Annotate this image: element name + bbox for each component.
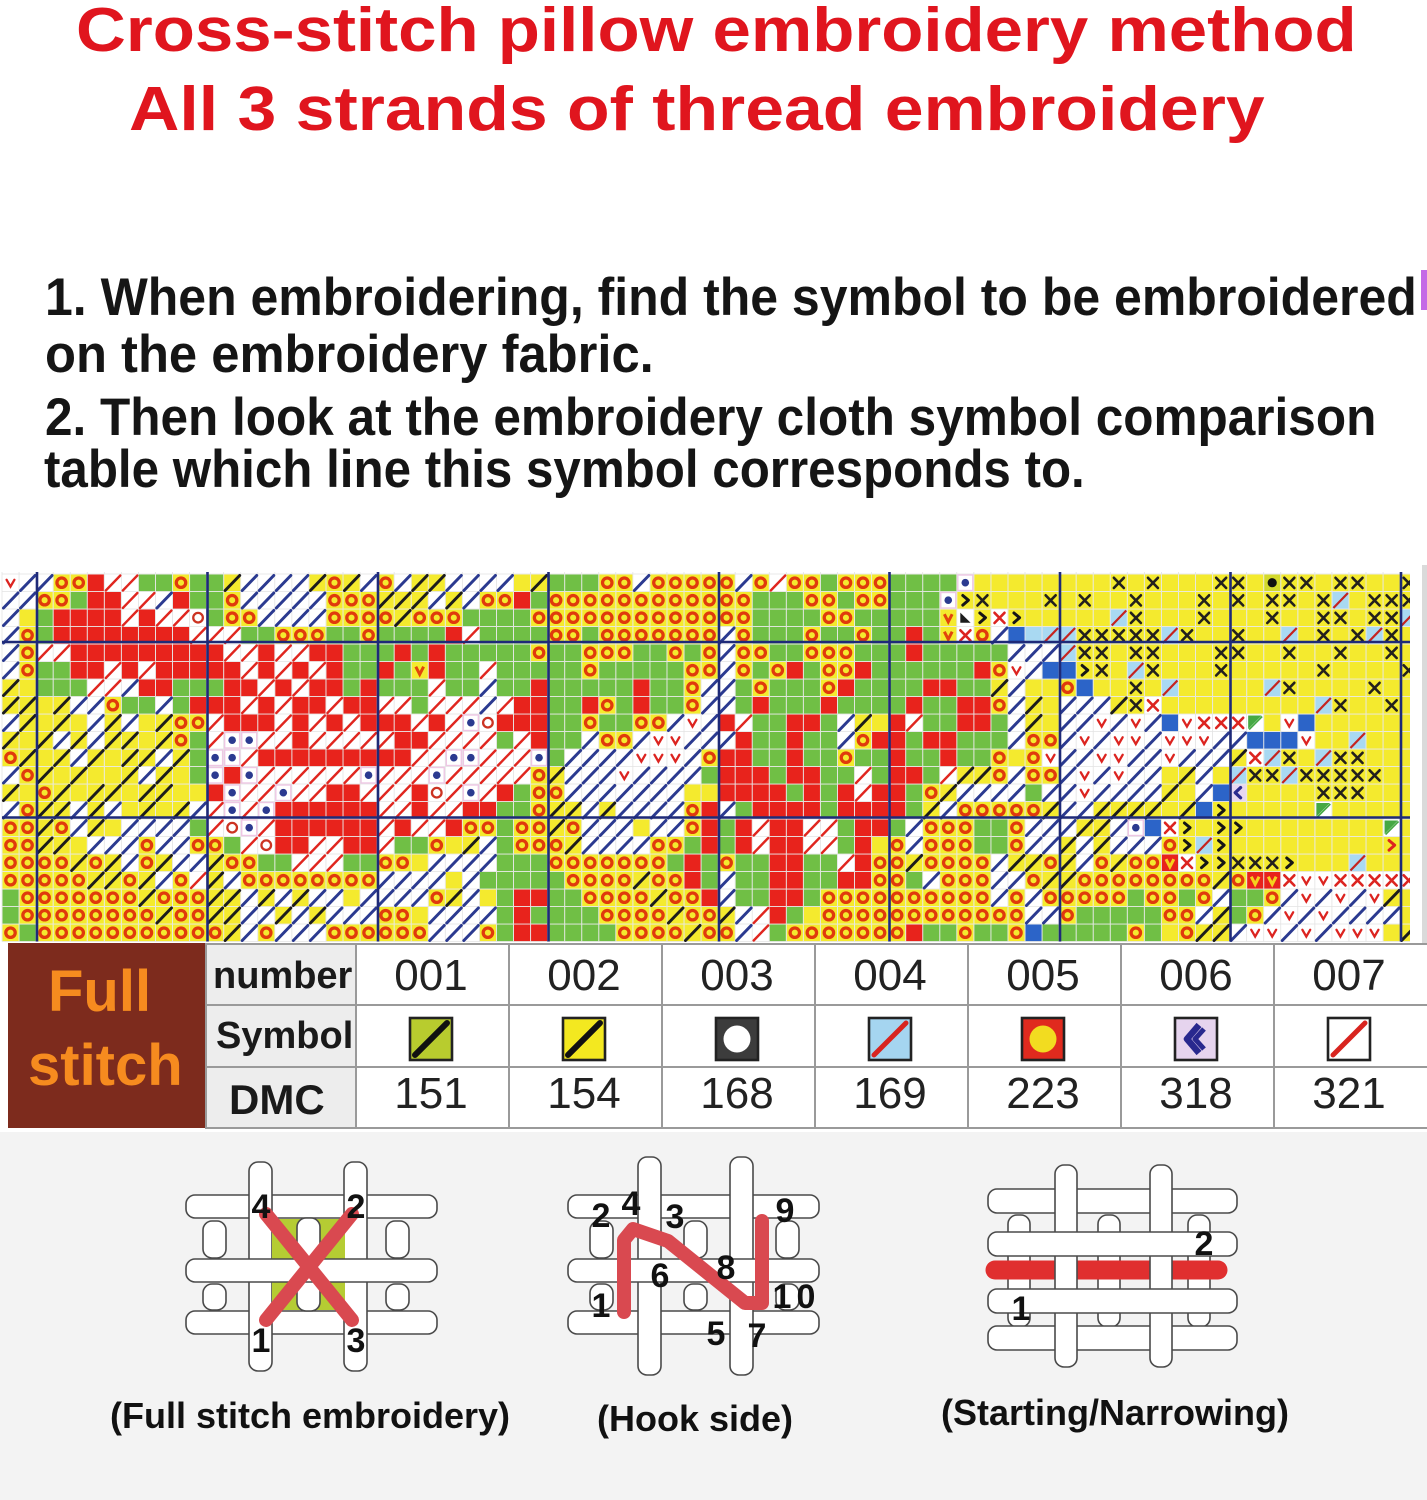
svg-text:4: 4 [252, 1188, 271, 1226]
svg-text:1: 1 [1012, 1290, 1031, 1328]
svg-text:1: 1 [252, 1322, 271, 1360]
svg-text:5: 5 [707, 1315, 726, 1353]
svg-text:3: 3 [666, 1198, 685, 1236]
svg-text:7: 7 [748, 1317, 767, 1355]
svg-text:8: 8 [717, 1249, 736, 1287]
svg-text:4: 4 [622, 1185, 641, 1223]
svg-text:2: 2 [592, 1197, 611, 1235]
svg-text:2: 2 [1195, 1225, 1214, 1263]
svg-text:3: 3 [347, 1322, 366, 1360]
svg-text:0: 0 [797, 1278, 816, 1316]
svg-text:9: 9 [776, 1192, 795, 1230]
svg-text:1: 1 [773, 1278, 792, 1316]
svg-text:1: 1 [592, 1287, 611, 1325]
svg-text:2: 2 [347, 1188, 366, 1226]
svg-text:6: 6 [651, 1257, 670, 1295]
